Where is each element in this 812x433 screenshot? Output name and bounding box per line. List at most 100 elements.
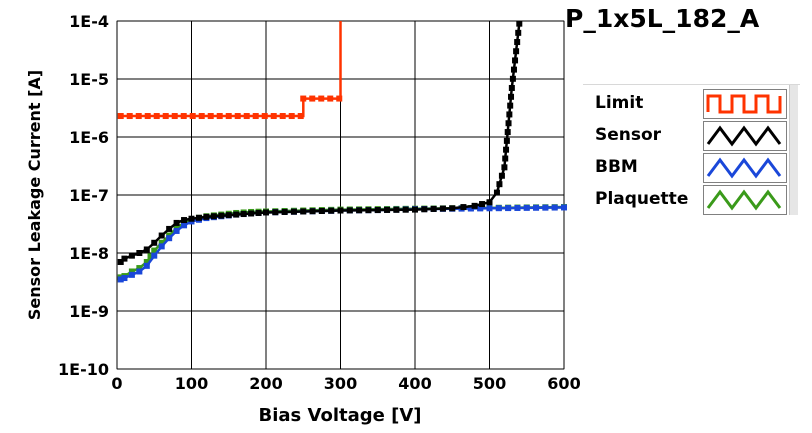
x-tick-label: 300 <box>324 374 357 393</box>
legend: Limit Sensor BBM Plaquette <box>583 84 800 217</box>
series-point-limit <box>162 113 169 120</box>
series-point-limit <box>126 113 133 120</box>
series-point-sensor <box>486 199 493 206</box>
series-point-sensor <box>225 212 232 219</box>
series-point-sensor <box>328 207 335 214</box>
series-point-bbm <box>151 252 158 259</box>
series-point-sensor <box>309 208 316 215</box>
legend-label-plaquette: Plaquette <box>595 189 689 209</box>
x-tick-label: 200 <box>249 374 282 393</box>
series-point-bbm <box>551 204 558 211</box>
legend-line-plaquette <box>706 189 782 211</box>
series-point-sensor <box>430 205 437 212</box>
legend-item-bbm: BBM <box>583 151 800 183</box>
series-point-sensor <box>501 164 508 171</box>
series-point-sensor <box>412 206 418 213</box>
series-point-bbm <box>158 243 165 250</box>
series-point-sensor <box>506 111 513 118</box>
series-point-bbm <box>166 235 173 242</box>
series-point-sensor <box>374 207 381 214</box>
series-point-limit <box>135 113 142 120</box>
series-point-bbm <box>495 205 502 212</box>
legend-line-bbm <box>706 157 782 179</box>
legend-item-limit: Limit <box>583 87 800 119</box>
y-tick-label: 1E-6 <box>69 128 109 147</box>
x-tick-label: 100 <box>175 374 208 393</box>
grid <box>116 20 565 370</box>
series-point-limit <box>288 113 295 120</box>
series-point-bbm <box>121 275 128 282</box>
series-point-plaquette <box>128 268 135 275</box>
legend-swatch-sensor <box>703 121 787 151</box>
series-point-sensor <box>290 208 297 215</box>
series-point-sensor <box>503 146 510 153</box>
series-point-sensor <box>136 250 143 256</box>
series-point-sensor <box>121 255 128 262</box>
series-point-bbm <box>505 205 512 212</box>
series-point-limit <box>336 95 343 102</box>
series-point-sensor <box>502 155 509 162</box>
series-point-bbm <box>477 205 484 212</box>
x-tick-label: 400 <box>398 374 431 393</box>
legend-item-sensor: Sensor <box>583 119 800 151</box>
series-point-sensor <box>173 219 180 226</box>
series-point-sensor <box>356 207 363 214</box>
series-point-sensor <box>151 239 158 246</box>
series-point-sensor <box>402 206 409 213</box>
legend-item-plaquette: Plaquette <box>583 183 800 215</box>
legend-label-limit: Limit <box>595 93 644 113</box>
series-point-sensor <box>166 225 173 232</box>
series-point-limit <box>270 113 277 120</box>
series-point-sensor <box>505 120 512 127</box>
series-point-sensor <box>471 202 478 209</box>
series-point-limit <box>225 113 232 120</box>
series-point-sensor <box>240 211 247 218</box>
legend-scrollbar[interactable] <box>789 85 798 215</box>
series-point-limit <box>300 95 307 102</box>
series-point-sensor <box>233 211 240 218</box>
series-point-limit <box>279 113 286 120</box>
series-point-limit <box>297 113 304 120</box>
series-point-plaquette <box>151 247 158 254</box>
series-point-bbm <box>181 222 188 229</box>
series-point-limit <box>144 113 151 120</box>
series-point-sensor <box>263 209 269 216</box>
series-point-sensor <box>498 172 505 179</box>
legend-swatch-bbm <box>703 153 787 183</box>
series-point-sensor <box>255 209 262 216</box>
series-point-bbm <box>173 227 180 234</box>
series-point-sensor <box>421 206 428 213</box>
series-point-bbm <box>523 204 530 211</box>
y-tick-label: 1E-9 <box>69 302 109 321</box>
series-point-sensor <box>449 205 456 212</box>
series-layer <box>117 20 567 283</box>
series-point-sensor <box>210 213 217 220</box>
series-point-sensor <box>508 93 515 100</box>
series-point-bbm <box>143 262 150 269</box>
series-point-limit <box>216 113 223 120</box>
series-point-sensor <box>493 189 500 196</box>
series-point-sensor <box>195 214 202 221</box>
series-point-sensor <box>496 181 503 188</box>
series-point-bbm <box>117 276 124 283</box>
series-point-sensor <box>128 252 135 259</box>
series-point-sensor <box>281 208 288 215</box>
series-point-sensor <box>507 102 514 109</box>
series-point-limit <box>309 95 316 102</box>
series-point-sensor <box>516 20 523 27</box>
series-point-bbm <box>561 204 567 211</box>
tick-labels: 0 100 200 300 400 500 600 1E-10 1E-9 1E-8 1E-7 1E-6… <box>58 12 581 393</box>
series-point-limit <box>117 113 124 120</box>
series-point-limit <box>252 113 259 120</box>
x-tick-label: 0 <box>111 374 122 393</box>
y-axis-label: Sensor Leakage Current [A] <box>25 70 44 320</box>
series-point-sensor <box>143 246 150 253</box>
series-point-limit <box>198 113 205 120</box>
series-point-plaquette <box>143 258 150 265</box>
series-point-limit <box>261 113 268 120</box>
series-point-sensor <box>514 39 521 46</box>
series-point-sensor <box>439 205 446 212</box>
series-point-sensor <box>460 204 467 211</box>
legend-swatch-limit <box>703 89 787 119</box>
series-point-sensor <box>203 213 210 220</box>
